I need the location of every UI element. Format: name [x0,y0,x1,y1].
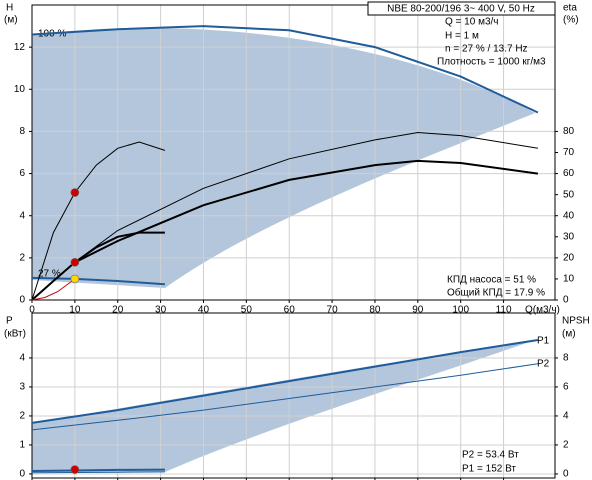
operating-point [70,188,80,197]
y-tick-label: 1 [19,440,25,451]
y2-tick-label: 70 [563,147,575,158]
note: Общий КПД = 17.9 % [447,287,545,299]
curve [31,363,538,431]
bottom-frame [31,312,556,479]
curve-label: P2 [537,359,550,370]
x-tick-label: 10 [69,305,81,316]
x-tick-label: 30 [155,305,167,316]
y2-unit: (%) [563,15,579,26]
y-label: P [6,316,13,327]
x-tick-label: 60 [284,305,296,316]
y2-tick-label: 0 [563,469,569,480]
y-tick-label: 4 [19,210,25,221]
curve [31,468,165,472]
header-box [367,1,556,16]
curve [31,141,166,301]
note: P1 = 152 Вт [462,464,516,475]
y-tick-label: 8 [19,126,25,137]
operating-point [70,274,80,284]
curve [74,159,539,264]
y2-tick-label: 60 [563,168,575,179]
curve [74,131,538,263]
y2-tick-label: 50 [563,189,575,200]
curve-label: 27 % [38,269,61,280]
info: Плотность = 1000 кг/м3 [437,57,546,68]
y2-label: eta [563,3,577,14]
y2-tick-label: 0 [563,295,569,306]
x-tick-label: 100 [452,305,469,316]
x-tick-label: 70 [327,305,339,316]
header: NBE 80-200/196 3~ 400 V, 50 Hz [387,4,535,15]
x-tick-label: 80 [369,305,381,316]
y-tick-label: 3 [19,382,25,393]
y2-tick-label: 10 [563,274,575,285]
y2-tick-label: 4 [563,411,569,422]
operating-range [32,27,535,288]
x-label: Q(м3/ч) [525,305,560,316]
y-label: H [6,3,13,14]
y-unit: (кВт) [4,329,26,340]
y-unit: (м) [4,15,18,26]
note: P2 = 53.4 Вт [462,450,519,461]
curve-label: P1 [537,336,550,347]
x-tick-label: 90 [412,305,424,316]
curve [31,25,539,114]
power-range [32,340,535,472]
y-tick-label: 10 [14,84,26,95]
operating-point [70,465,80,474]
curve [31,278,76,301]
curve [31,471,165,474]
y2-tick-label: 30 [563,231,575,242]
y2-tick-label: 6 [563,382,569,393]
curve [31,276,165,286]
y2-tick-label: 2 [563,440,569,451]
x-tick-label: 110 [496,305,512,316]
y-tick-label: 6 [19,168,25,179]
operating-point [70,257,80,267]
x-tick-label: 20 [112,305,124,316]
y2-tick-label: 40 [563,210,575,221]
y2-tick-label: 80 [563,126,575,137]
y-tick-label: 12 [14,42,26,53]
curve [31,339,539,424]
y-tick-label: 4 [19,353,25,364]
y-tick-label: 2 [19,411,25,422]
y2-unit: (м) [562,329,576,340]
info: Q = 10 м3/ч [445,17,499,28]
y2-tick-label: 20 [563,252,575,263]
info: H = 1 м [445,31,479,42]
y2-tick-label: 8 [563,353,569,364]
y2-label: NPSH [562,316,590,327]
y-tick-label: 0 [19,469,25,480]
x-tick-label: 50 [241,305,253,316]
y-tick-label: 0 [19,295,25,306]
info: n = 27 % / 13.7 Hz [445,44,528,55]
note: КПД насоса = 51 % [447,275,536,286]
x-tick-label: 40 [198,305,210,316]
y-tick-label: 2 [19,252,25,263]
x-tick-label: 0 [29,305,35,316]
